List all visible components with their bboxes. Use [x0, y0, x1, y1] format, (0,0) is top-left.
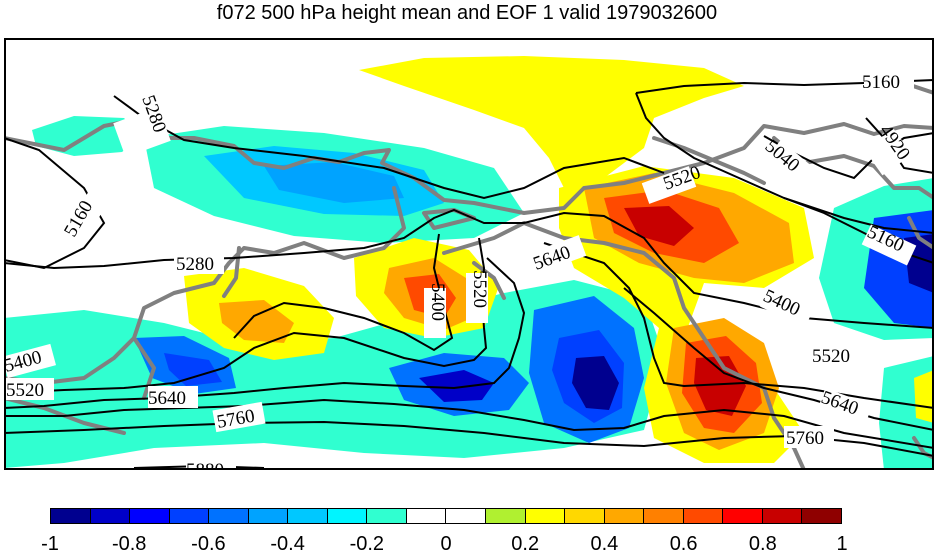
- map-title: f072 500 hPa height mean and EOF 1 valid…: [216, 2, 718, 24]
- colorbar-swatch: [802, 509, 841, 523]
- colorbar-swatch: [644, 509, 684, 523]
- colorbar-swatch: [446, 509, 487, 523]
- colorbar-tick-label: 1: [836, 533, 848, 555]
- contour-5640-west: [4, 398, 934, 449]
- pos-region-far-right: [914, 370, 934, 423]
- neg-core-big-inner: [572, 356, 619, 410]
- colorbar-swatch: [367, 509, 407, 523]
- colorbar-swatch: [762, 509, 803, 523]
- colorbar-tick-label: 0: [440, 533, 452, 555]
- contour-label-backgrounds: [4, 70, 917, 470]
- colorbar-swatch: [288, 509, 328, 523]
- colorbar-tick-label: -1: [41, 533, 59, 555]
- contour-label: 5280: [176, 254, 214, 275]
- neg-core-center-inner: [419, 370, 494, 402]
- colorbar-swatch: [51, 509, 91, 523]
- colorbar-swatch: [486, 509, 526, 523]
- eof-map: 5160 5040 4920 5280 5160 5160 5280 5400 …: [4, 38, 934, 470]
- contour-5280-w: [113, 95, 665, 200]
- colorbar-tick-label: -0.2: [349, 533, 385, 555]
- colorbar-swatch: [327, 509, 368, 523]
- colorbar-swatch: [604, 509, 645, 523]
- colorbar-swatch: [248, 509, 289, 523]
- colorbar-tick-label: 0.6: [669, 533, 698, 555]
- colorbar-tick-label: -0.6: [191, 533, 226, 555]
- colorbar-swatch: [723, 509, 763, 523]
- colorbar-swatch: [169, 509, 210, 523]
- contour-label: 5160: [862, 72, 900, 93]
- contour-label: 5520: [812, 346, 850, 367]
- map-frame: [4, 38, 934, 470]
- colorbar: [50, 508, 842, 524]
- contour-label: 5760: [786, 428, 824, 449]
- neg-core-north: [264, 162, 404, 203]
- colorbar-ticks: -1 -0.8 -0.6 -0.4 -0.2 0 0.2 0.4 0.6 0.8 1: [0, 532, 934, 558]
- contour-5640-loop: [543, 242, 934, 409]
- contour-5280-ne: [635, 92, 934, 234]
- pos-region-top: [359, 56, 744, 188]
- contour-5160-e: [783, 197, 934, 264]
- shaded-field: [4, 56, 934, 470]
- colorbar-swatch: [209, 509, 249, 523]
- colorbar-swatch: [130, 509, 170, 523]
- colorbar-swatch: [525, 509, 566, 523]
- colorbar-tick-label: -0.8: [111, 533, 147, 555]
- pos-core-left: [219, 300, 294, 343]
- neg-region-south: [4, 280, 664, 468]
- map-svg: 5160 5040 4920 5280 5160 5160 5280 5400 …: [4, 38, 934, 470]
- contour-5520-mid: [4, 257, 526, 409]
- colorbar-tick-label: 0.8: [748, 533, 777, 555]
- contour-label: 5880: [186, 460, 224, 470]
- neg-core-west-inner: [164, 353, 222, 386]
- contour-label: 5520: [6, 380, 44, 401]
- colorbar-swatch: [565, 509, 605, 523]
- contour-label: 5520: [469, 270, 490, 308]
- colorbar-swatch: [683, 509, 724, 523]
- colorbar-tick-label: 0.4: [590, 533, 619, 555]
- colorbar-tick-label: 0.2: [511, 533, 540, 555]
- colorbar-swatch: [90, 509, 131, 523]
- colorbar-tick-label: -0.4: [270, 533, 305, 555]
- contour-label: 5400: [427, 283, 448, 321]
- contour-label: 5640: [148, 388, 186, 409]
- colorbar-swatch: [406, 509, 447, 523]
